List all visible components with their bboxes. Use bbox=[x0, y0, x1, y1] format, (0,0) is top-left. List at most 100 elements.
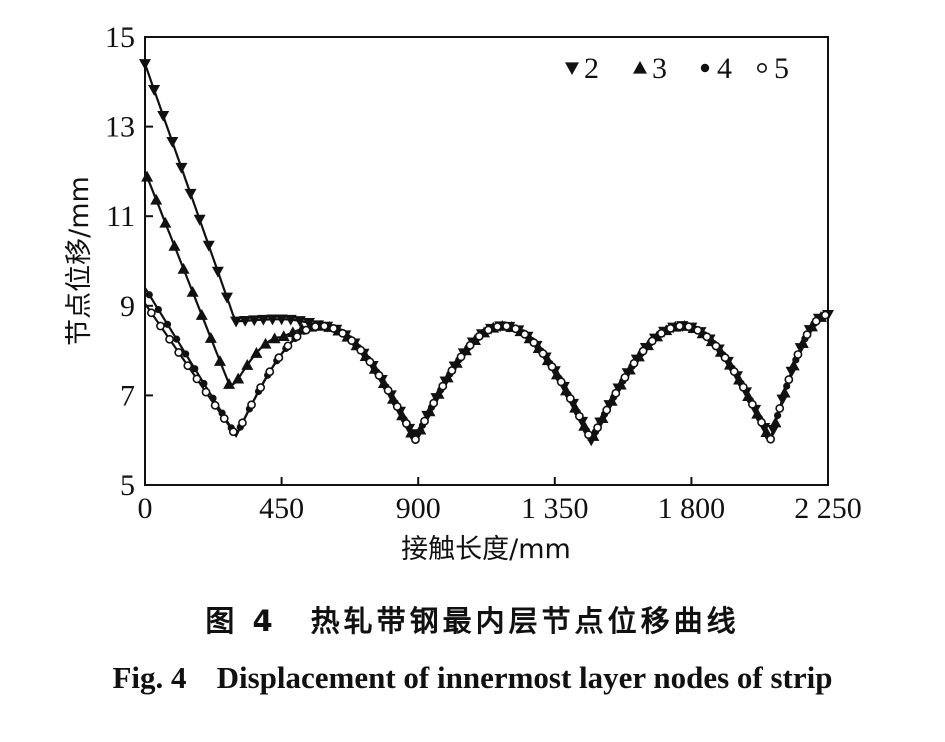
series-5-point bbox=[183, 361, 193, 371]
series-5-point bbox=[265, 367, 275, 377]
series-5-point bbox=[584, 430, 593, 440]
figure-caption-english: Fig. 4 Displacement of innermost layer no… bbox=[0, 660, 945, 696]
series-4-point bbox=[783, 382, 791, 390]
series-2-point bbox=[302, 318, 315, 329]
y-tick-label: 7 bbox=[120, 379, 135, 412]
series-3-point bbox=[150, 193, 163, 205]
series-5-point bbox=[292, 332, 302, 341]
series-5-point bbox=[356, 345, 366, 355]
series-5-point bbox=[802, 330, 812, 340]
series-5-point bbox=[438, 381, 448, 391]
series-2-point bbox=[767, 425, 780, 436]
x-tick-label: 0 bbox=[138, 492, 153, 525]
series-5-point bbox=[174, 348, 184, 357]
legend-marker-4 bbox=[700, 63, 710, 73]
series-5-point bbox=[574, 411, 584, 421]
series-5-point bbox=[738, 382, 748, 392]
series-5-point bbox=[210, 400, 220, 410]
x-tick-label: 1 350 bbox=[521, 492, 589, 525]
series-2-point bbox=[139, 59, 151, 70]
series-5-point bbox=[283, 341, 293, 351]
series-5-point bbox=[320, 321, 329, 331]
series-5-point bbox=[766, 434, 776, 444]
series-3-point bbox=[250, 347, 263, 358]
series-5-point bbox=[374, 371, 384, 380]
legend-label-4: 4 bbox=[717, 52, 732, 85]
series-5-point bbox=[520, 329, 530, 339]
legend-marker-2 bbox=[565, 62, 579, 75]
series-5-point bbox=[647, 336, 657, 346]
series-3-point bbox=[195, 309, 208, 320]
series-5-point bbox=[611, 388, 621, 398]
series-5-point bbox=[538, 349, 548, 358]
series-3-point bbox=[614, 378, 627, 390]
series-5-point bbox=[556, 377, 566, 387]
series-3-point bbox=[204, 332, 217, 343]
series-5-point bbox=[310, 322, 320, 331]
legend-marker-5 bbox=[756, 62, 767, 73]
series-3-point bbox=[432, 387, 445, 399]
series-2-point bbox=[184, 188, 197, 200]
caption-text-en: Displacement of innermost layer nodes of… bbox=[216, 660, 833, 695]
series-5-point bbox=[247, 400, 256, 410]
series-5-point bbox=[493, 322, 502, 331]
series-5-point bbox=[793, 350, 803, 359]
series-4-point bbox=[182, 350, 190, 358]
y-tick-label: 15 bbox=[105, 21, 135, 54]
series-2-point bbox=[220, 292, 233, 304]
x-tick-label: 450 bbox=[259, 492, 304, 525]
series-5-point bbox=[392, 402, 402, 411]
series-2-line bbox=[143, 63, 829, 444]
series-3-point bbox=[596, 412, 609, 424]
series-3-point bbox=[177, 262, 190, 274]
series-4-point bbox=[163, 320, 172, 328]
series-2-point bbox=[193, 214, 206, 226]
series-5-point bbox=[529, 338, 539, 348]
series-3-line bbox=[143, 171, 829, 444]
series-5-point bbox=[411, 435, 420, 444]
series-5-point bbox=[465, 340, 475, 350]
caption-number-cn: 图 4 bbox=[205, 604, 277, 638]
series-2-point bbox=[284, 314, 297, 326]
series-5-point bbox=[666, 323, 675, 333]
series-5-point bbox=[702, 332, 712, 342]
series-5-point bbox=[338, 328, 348, 338]
series-5-point bbox=[219, 414, 229, 423]
series-3-point bbox=[141, 170, 154, 182]
series-4-point bbox=[209, 394, 217, 402]
series-3-point bbox=[605, 394, 618, 406]
series-5-point bbox=[483, 325, 493, 335]
series-3-point bbox=[232, 372, 245, 384]
series-5-point bbox=[729, 367, 739, 376]
legend-label-5: 5 bbox=[774, 52, 789, 85]
legend-marker-3 bbox=[633, 61, 647, 74]
series-5-point bbox=[502, 321, 511, 331]
series-5-point bbox=[238, 418, 247, 428]
caption-number-en: Fig. 4 bbox=[112, 660, 187, 695]
series-2-point bbox=[202, 240, 215, 252]
series-5-point bbox=[629, 358, 639, 368]
series-5-point bbox=[347, 336, 357, 345]
series-5-point bbox=[383, 386, 393, 395]
series-3-point bbox=[414, 423, 427, 435]
series-3-point bbox=[241, 359, 254, 370]
series-2-point bbox=[239, 315, 252, 327]
series-5-point bbox=[256, 383, 266, 392]
series-2-point bbox=[230, 316, 243, 328]
series-5-point bbox=[757, 417, 766, 427]
series-3-point bbox=[778, 386, 791, 398]
x-tick-label: 2 250 bbox=[794, 492, 862, 525]
series-2-point bbox=[275, 314, 288, 326]
series-5-point bbox=[429, 398, 439, 408]
series-2-point bbox=[148, 85, 161, 96]
series-3-point bbox=[268, 332, 281, 344]
series-5-point bbox=[192, 374, 202, 384]
series-3-point bbox=[259, 337, 272, 349]
series-5-point bbox=[620, 373, 630, 382]
series-5-point bbox=[656, 328, 666, 338]
series-3-point bbox=[223, 378, 236, 389]
series-3-point bbox=[441, 371, 454, 383]
series-2-point bbox=[266, 314, 279, 326]
series-5-point bbox=[565, 394, 575, 403]
series-5-point bbox=[420, 416, 429, 426]
